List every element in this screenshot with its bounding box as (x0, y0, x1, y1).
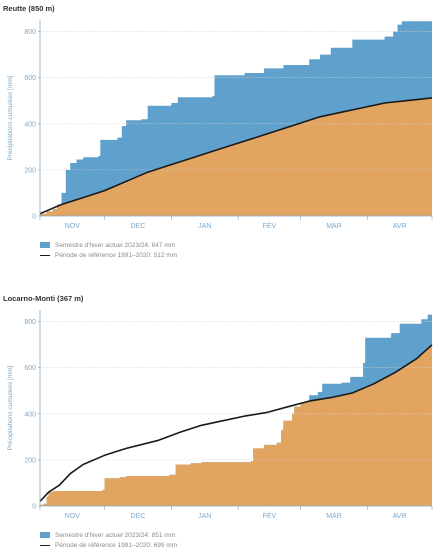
chart-reutte: 0 200 400 600 800 NOV DEC JAN FÉV MAR AVR Précipita… (7, 20, 433, 230)
y-axis-title: Précipitations cumulées [mm] (7, 365, 14, 450)
x-tick-label: NOV (65, 223, 81, 230)
legend-label-reference: Période de référence 1991–2020: 512 mm (55, 251, 178, 259)
x-tick-label: JAN (198, 513, 211, 520)
y-tick-label: 400 (24, 121, 36, 128)
legend-label-actual: Semestre d'hiver actuel 2023/24: 847 mm (55, 241, 176, 249)
legend-swatch-reference (40, 254, 50, 256)
y-tick-label: 600 (24, 75, 36, 82)
area-reference (40, 97, 432, 216)
y-tick-label: 200 (24, 167, 36, 174)
x-tick-label: AVR (393, 513, 407, 520)
x-tick-label: MAR (326, 223, 342, 230)
y-tick-label: 800 (24, 319, 36, 326)
y-tick-label: 0 (32, 504, 36, 511)
legend-item-reference: Période de référence 1991–2020: 512 mm (40, 250, 177, 260)
legend-locarno: Semestre d'hiver actuel 2023/24: 851 mm … (40, 530, 177, 550)
chart-title-reutte: Reutte (850 m) (3, 4, 55, 13)
line-reference (39, 97, 433, 215)
legend-item-reference: Période de référence 1991–2020: 699 mm (40, 540, 177, 550)
x-tick-label: AVR (393, 223, 407, 230)
x-tick-label: MAR (326, 513, 342, 520)
x-tick-label: DEC (131, 223, 146, 230)
legend-label-reference: Période de référence 1991–2020: 699 mm (55, 541, 178, 549)
legend-swatch-actual (40, 242, 50, 248)
legend-swatch-actual (40, 532, 50, 538)
y-axis-title: Précipitations cumulées [mm] (7, 75, 14, 160)
legend-item-actual: Semestre d'hiver actuel 2023/24: 851 mm (40, 530, 177, 540)
legend-label-actual: Semestre d'hiver actuel 2023/24: 851 mm (55, 531, 176, 539)
x-tick-label: JAN (198, 223, 211, 230)
x-tick-label: NOV (65, 513, 81, 520)
line-reference (39, 344, 433, 502)
x-tick-label: DEC (131, 513, 146, 520)
y-tick-label: 200 (24, 457, 36, 464)
legend-reutte: Semestre d'hiver actuel 2023/24: 847 mm … (40, 240, 177, 260)
y-tick-label: 800 (24, 29, 36, 36)
y-tick-label: 400 (24, 411, 36, 418)
x-tick-label: FÉV (263, 511, 277, 520)
legend-item-actual: Semestre d'hiver actuel 2023/24: 847 mm (40, 240, 177, 250)
y-tick-label: 600 (24, 365, 36, 372)
y-tick-label: 0 (32, 214, 36, 221)
x-tick-label: FÉV (263, 221, 277, 230)
legend-swatch-reference (40, 544, 50, 546)
chart-locarno: 0 200 400 600 800 NOV DEC JAN FÉV MAR AVR Précipita… (7, 309, 433, 520)
chart-title-locarno: Locarno-Monti (367 m) (3, 294, 84, 303)
